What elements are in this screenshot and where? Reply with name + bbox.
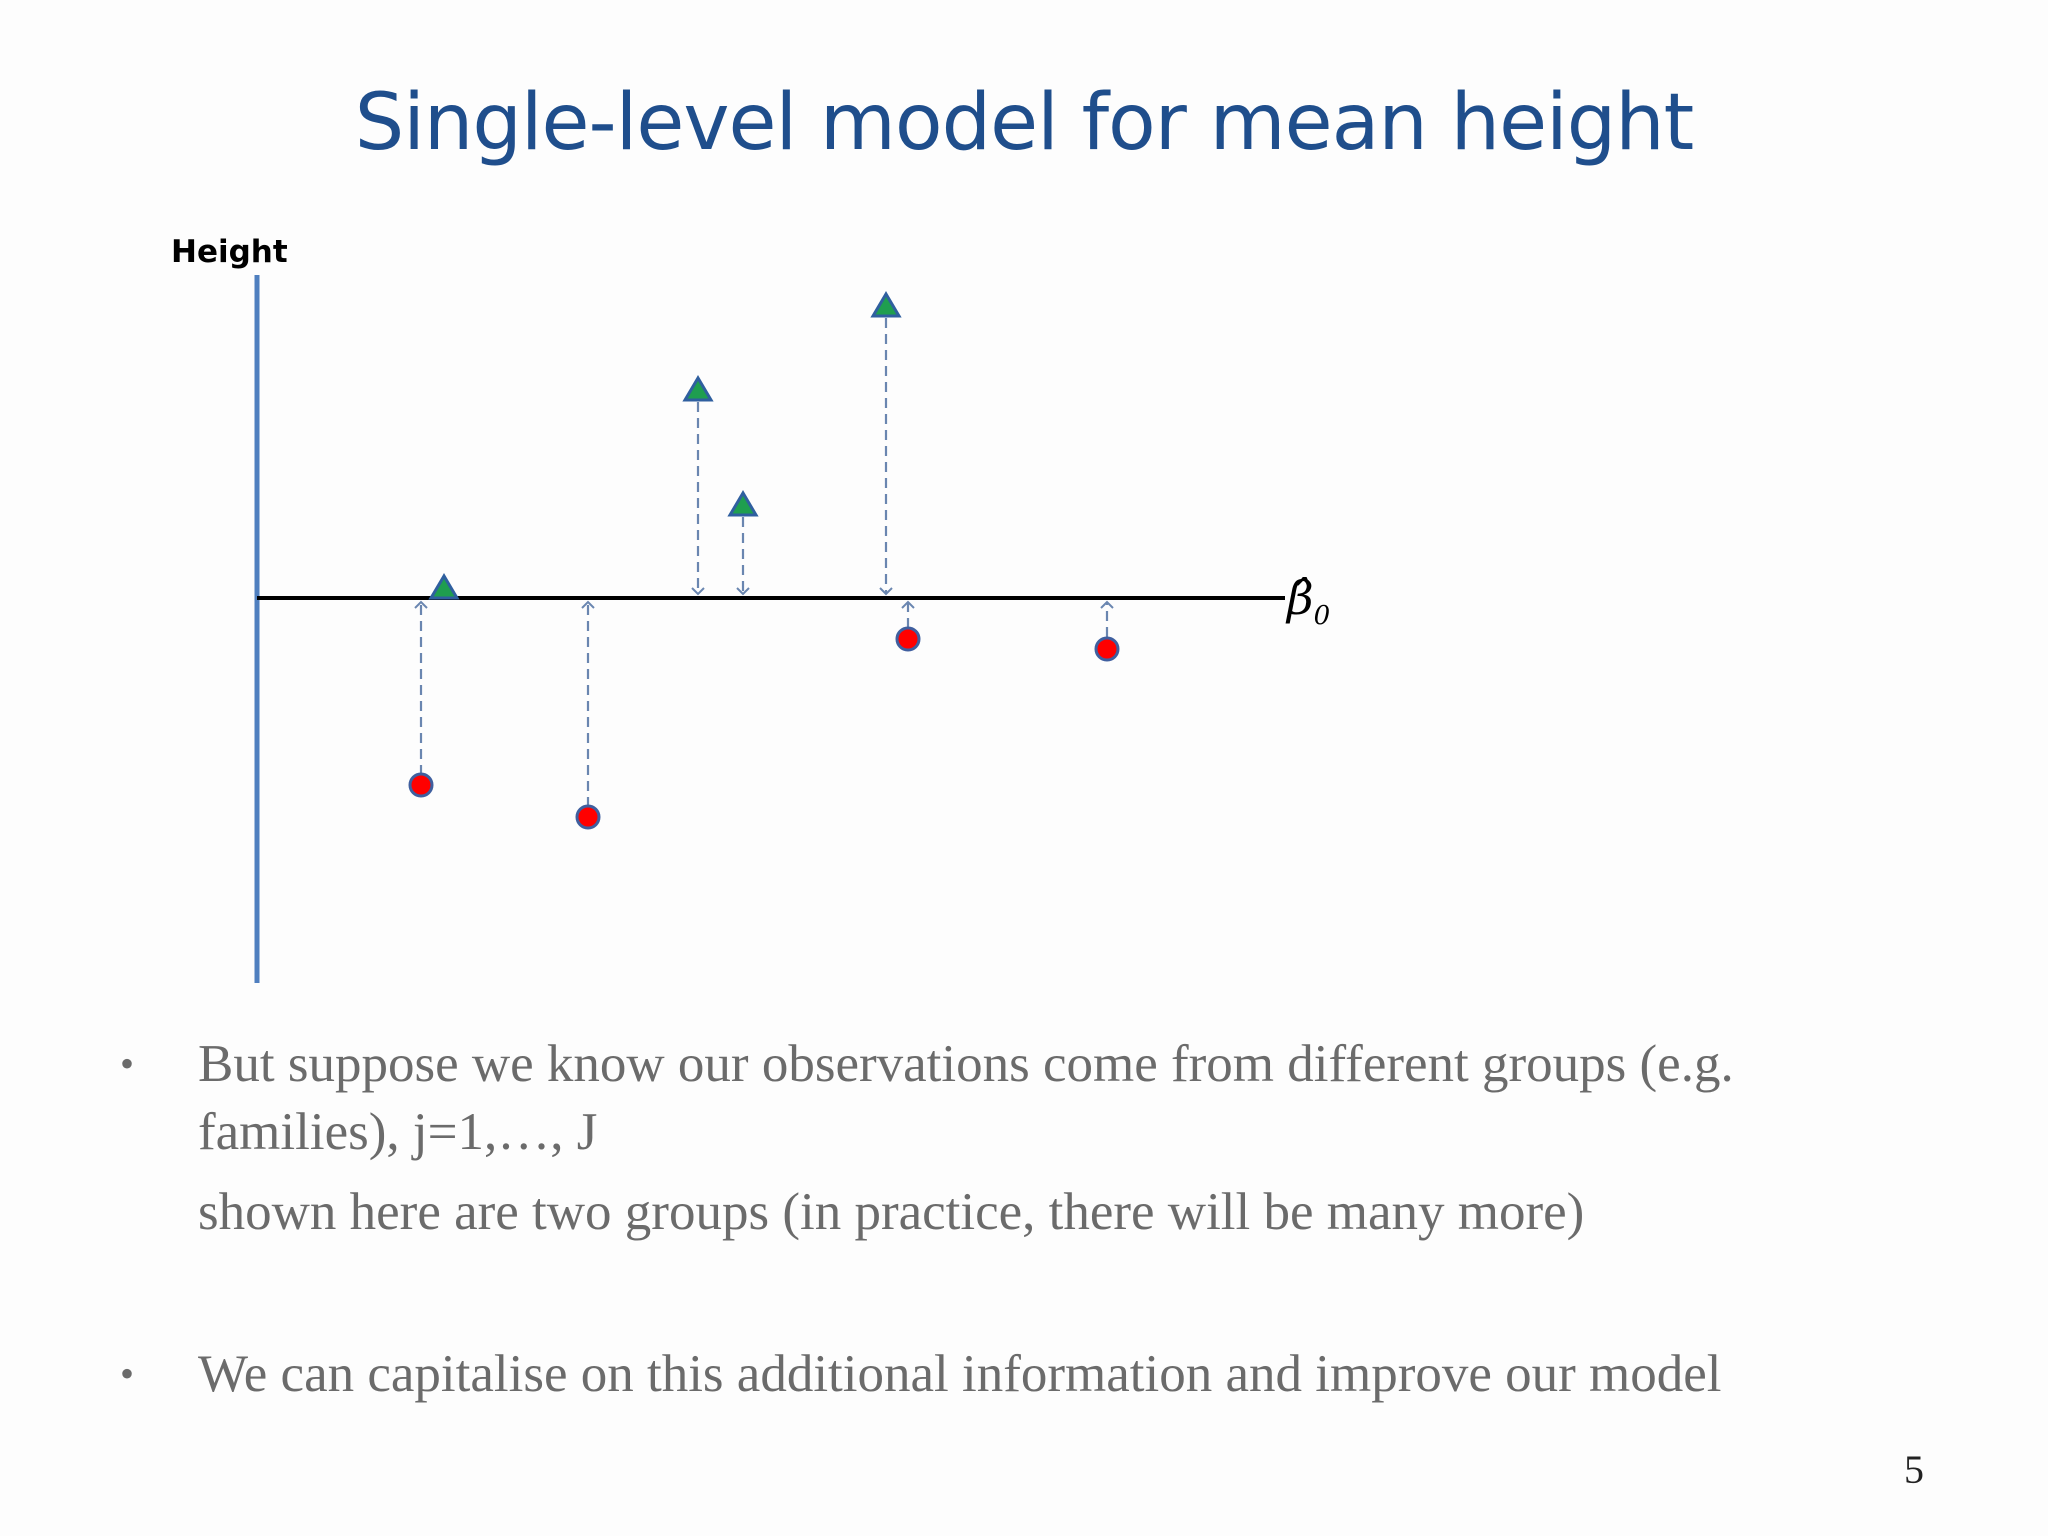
page-number: 5 [1904, 1447, 1924, 1492]
group1-point [870, 291, 902, 318]
group2-point [895, 626, 921, 652]
bullet-line: But suppose we know our observations com… [198, 1035, 1734, 1093]
group2-point [1094, 636, 1120, 662]
bullet-text: We can capitalise on this additional inf… [198, 1340, 1898, 1408]
bullet-marker: • [120, 1041, 135, 1086]
group1-point [428, 573, 460, 600]
mean-line-label: β̂0 [1285, 571, 1330, 631]
bullet-line: families), j=1,…, J [198, 1103, 598, 1161]
group1-point [682, 375, 714, 402]
bullet-line: We can capitalise on this additional inf… [198, 1345, 1722, 1403]
y-axis-label: Height [171, 234, 288, 270]
beta-symbol: β̂ [1285, 571, 1314, 625]
beta-subscript: 0 [1314, 601, 1331, 631]
group2-point [408, 772, 434, 798]
slide-title: Single-level model for mean height [354, 78, 1695, 168]
bullet-subtext: shown here are two groups (in practice, … [198, 1183, 1585, 1241]
bullet-marker: • [120, 1351, 135, 1396]
group1-point [727, 490, 759, 517]
group2-point [575, 804, 601, 830]
bullet-text: But suppose we know our observations com… [198, 1030, 1898, 1166]
